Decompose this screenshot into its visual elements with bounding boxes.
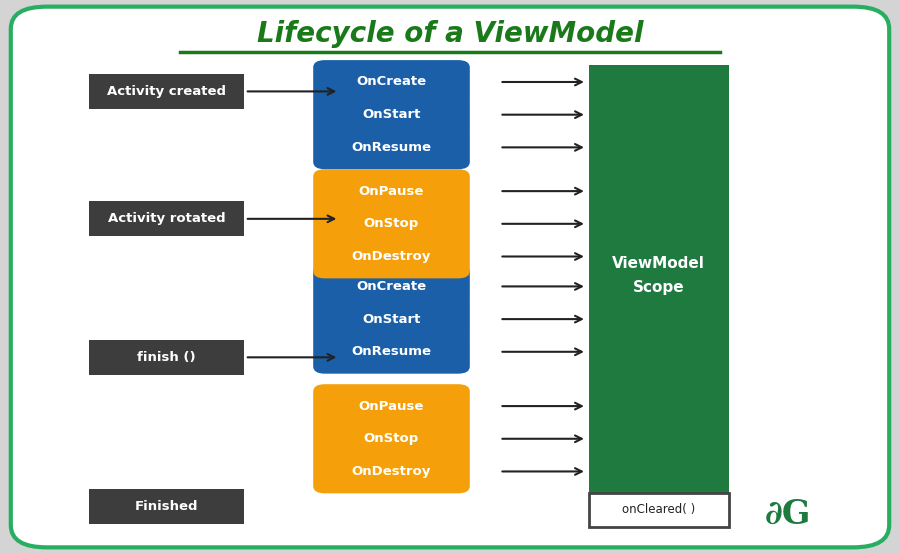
FancyBboxPatch shape: [313, 417, 470, 461]
Text: OnCreate: OnCreate: [356, 75, 427, 89]
Text: OnDestroy: OnDestroy: [352, 250, 431, 263]
FancyBboxPatch shape: [88, 340, 245, 375]
Text: Lifecycle of a ViewModel: Lifecycle of a ViewModel: [256, 20, 644, 48]
FancyBboxPatch shape: [313, 202, 470, 246]
Text: OnStop: OnStop: [364, 432, 419, 445]
FancyBboxPatch shape: [589, 493, 729, 527]
Text: OnDestroy: OnDestroy: [352, 465, 431, 478]
FancyBboxPatch shape: [313, 93, 470, 136]
FancyBboxPatch shape: [313, 265, 470, 308]
FancyBboxPatch shape: [313, 125, 470, 170]
Text: OnStop: OnStop: [364, 217, 419, 230]
Text: OnResume: OnResume: [352, 345, 431, 358]
Text: Finished: Finished: [135, 500, 198, 514]
FancyBboxPatch shape: [589, 65, 729, 496]
FancyBboxPatch shape: [313, 170, 470, 213]
FancyBboxPatch shape: [313, 330, 470, 374]
FancyBboxPatch shape: [313, 60, 470, 104]
Text: Activity created: Activity created: [107, 85, 226, 98]
Text: ViewModel
Scope: ViewModel Scope: [612, 255, 706, 295]
Text: OnStart: OnStart: [363, 108, 420, 121]
Text: OnPause: OnPause: [359, 184, 424, 198]
FancyBboxPatch shape: [313, 450, 470, 493]
Text: OnCreate: OnCreate: [356, 280, 427, 293]
FancyBboxPatch shape: [313, 297, 470, 341]
FancyBboxPatch shape: [11, 7, 889, 547]
FancyBboxPatch shape: [88, 74, 245, 109]
Text: onCleared( ): onCleared( ): [622, 504, 696, 516]
Text: finish (): finish (): [137, 351, 196, 364]
FancyBboxPatch shape: [313, 384, 470, 428]
FancyBboxPatch shape: [88, 201, 245, 236]
FancyBboxPatch shape: [313, 234, 470, 278]
Text: Activity rotated: Activity rotated: [108, 212, 225, 225]
Text: OnStart: OnStart: [363, 312, 420, 326]
Text: OnPause: OnPause: [359, 399, 424, 413]
FancyBboxPatch shape: [88, 490, 245, 524]
Text: OnResume: OnResume: [352, 141, 431, 154]
Text: ∂G: ∂G: [764, 497, 811, 531]
